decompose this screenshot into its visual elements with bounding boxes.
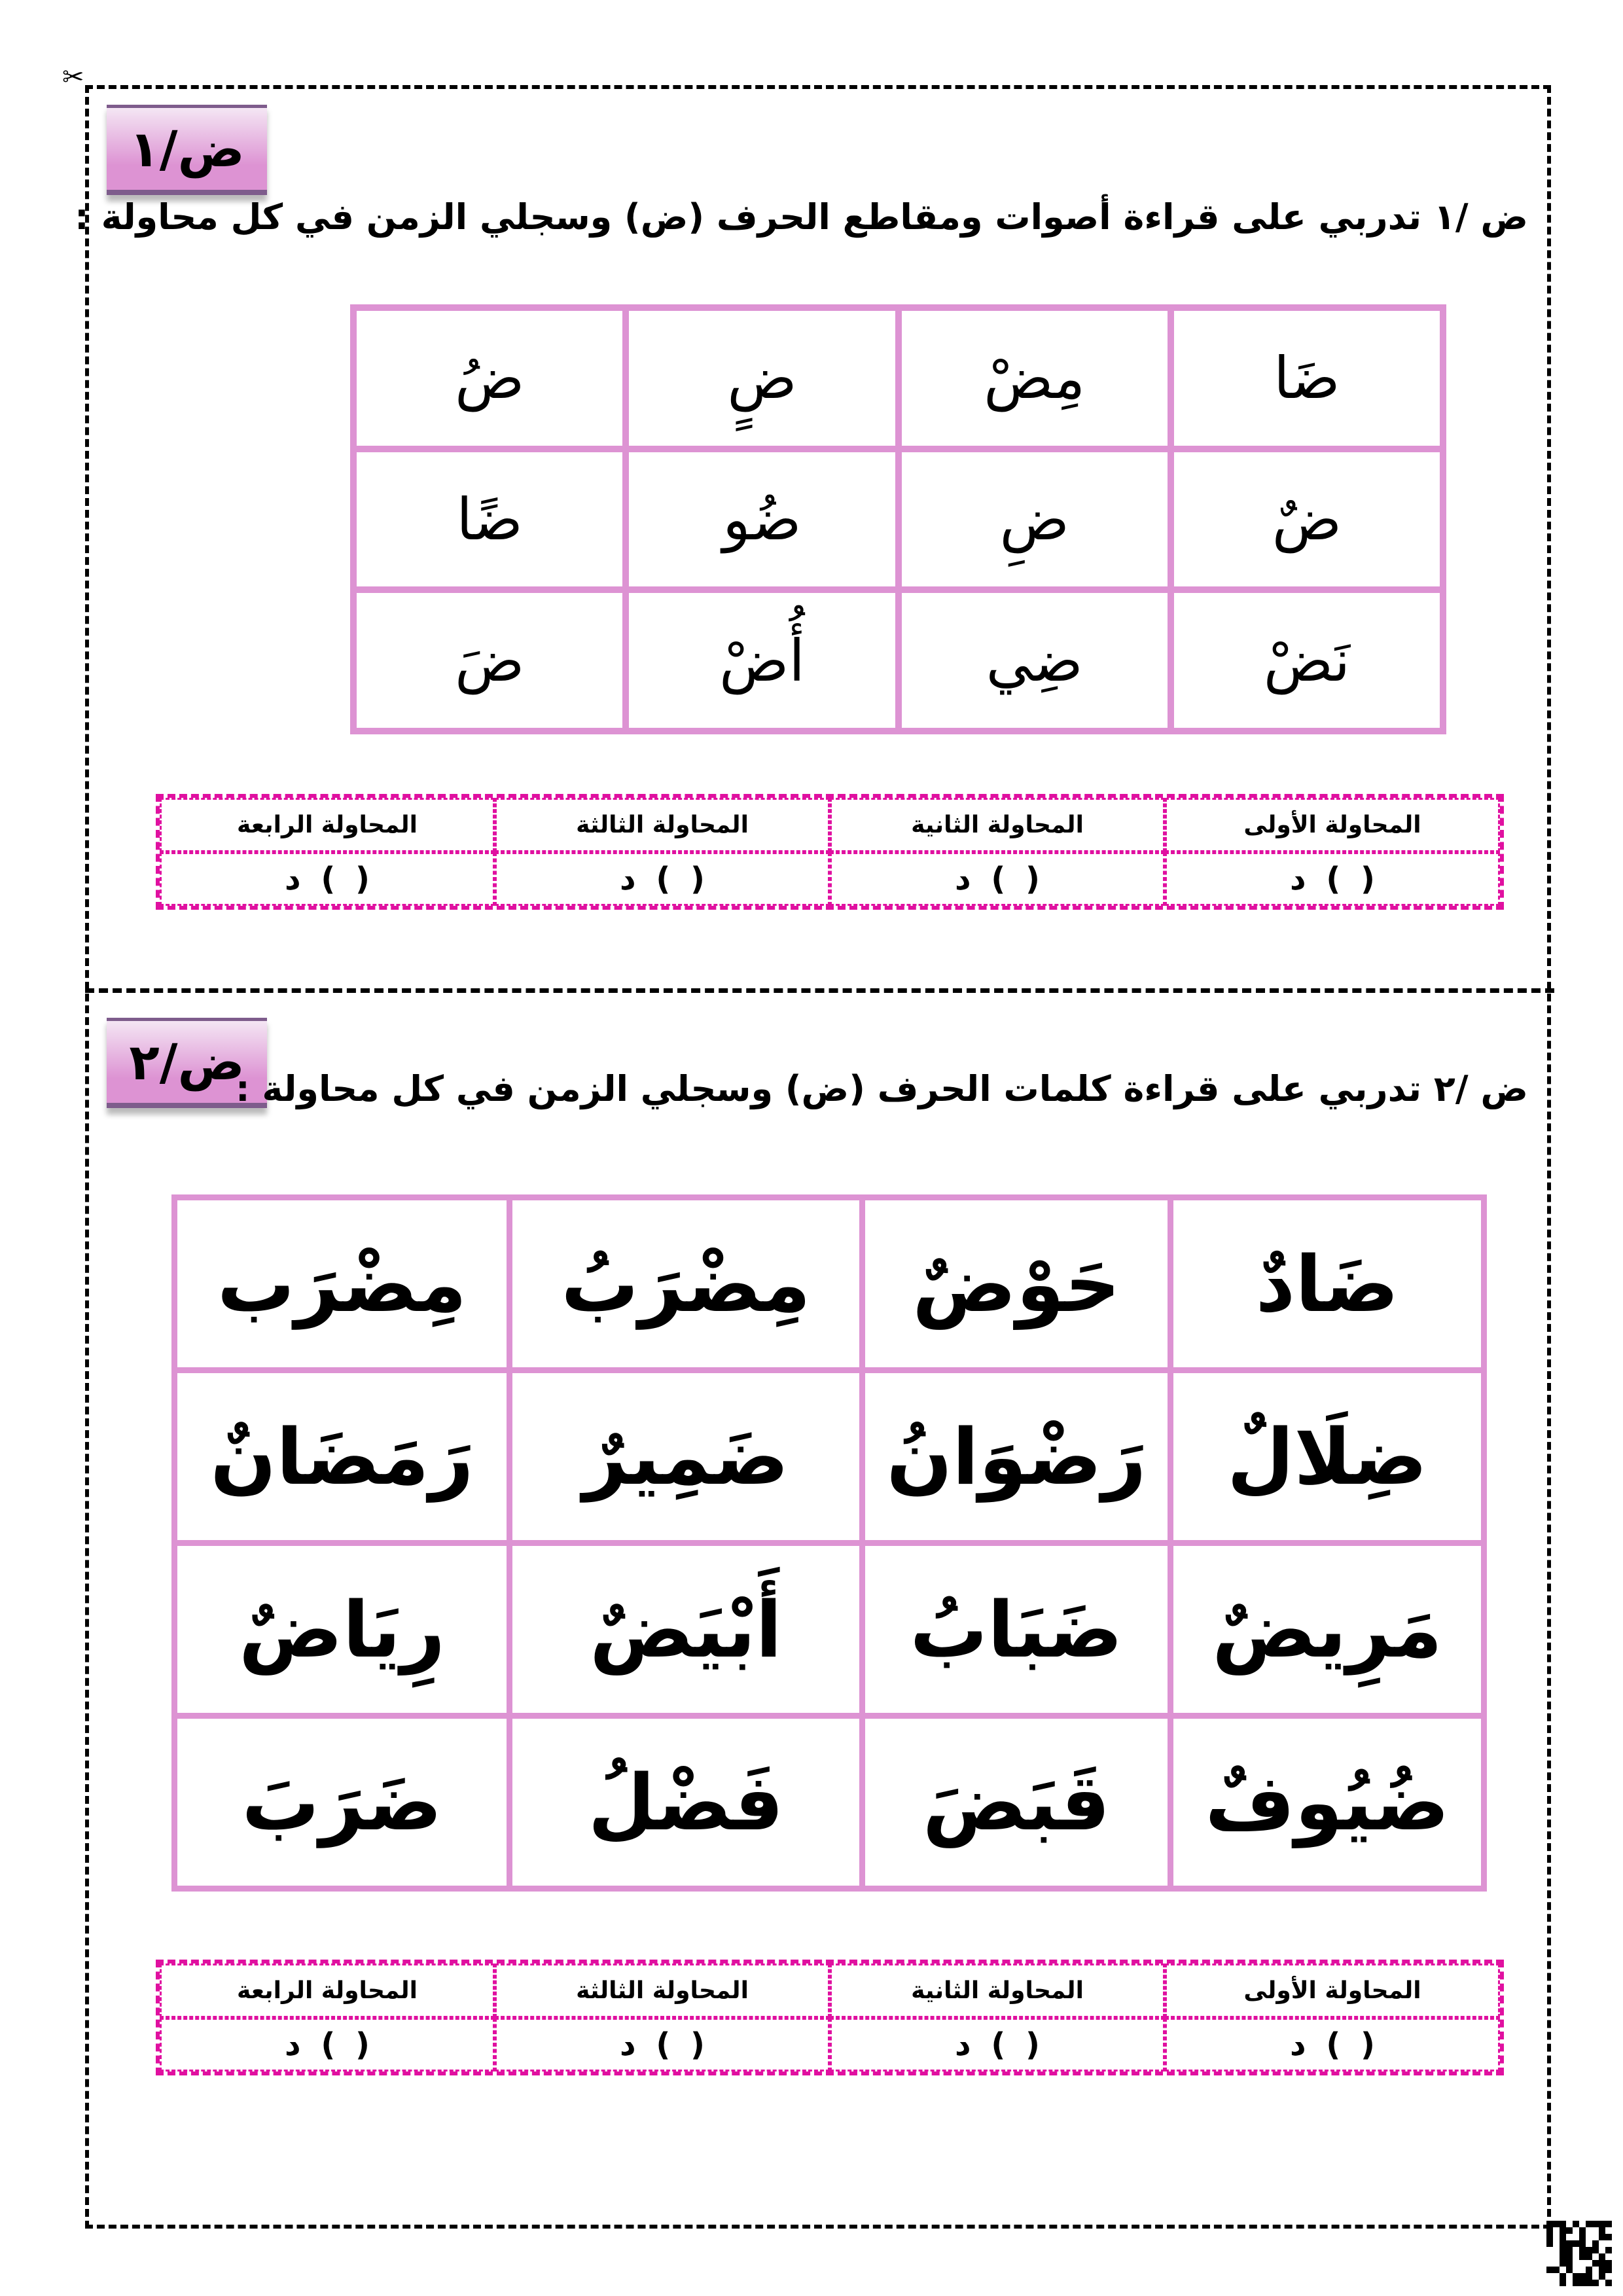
scissors-icon: ✂: [62, 62, 84, 92]
word-cell: ضَرَبَ: [177, 1719, 507, 1886]
attempt-header: المحاولة الثانية: [830, 798, 1165, 852]
section2-timing-table: المحاولة الأولى المحاولة الثانية المحاولة …: [156, 1960, 1504, 2075]
word-cell: ضَبَابُ: [865, 1546, 1168, 1713]
syllable-cell: نَضْ: [1173, 593, 1440, 728]
section2-badge: ض/٢: [107, 1018, 267, 1108]
attempt-time-field[interactable]: ( ) د: [495, 2017, 830, 2072]
word-cell: ضَادٌ: [1173, 1200, 1481, 1367]
syllable-cell: ضَ: [357, 593, 623, 728]
attempt-header: المحاولة الرابعة: [160, 798, 495, 852]
word-cell: ضِلَالٌ: [1173, 1373, 1481, 1540]
section1-syllables-table: ضَا مِضْ ضٍ ضُ ضٌ ضِ ضُو ضًا نَضْ ضِي أُضْ ضَ: [350, 304, 1446, 734]
word-cell: فَضْلُ: [512, 1719, 859, 1886]
word-cell: ضَمِيرٌ: [512, 1373, 859, 1540]
section-divider: [85, 988, 1554, 993]
word-cell: حَوْضٌ: [865, 1200, 1168, 1367]
syllable-cell: ضٌ: [1173, 452, 1440, 587]
word-cell: ضُيُوفٌ: [1173, 1719, 1481, 1886]
attempt-time-field[interactable]: ( ) د: [830, 2017, 1165, 2072]
syllable-cell: ضُ: [357, 311, 623, 446]
attempt-header: المحاولة الأولى: [1165, 798, 1500, 852]
section1-title: ض /١ تدربي على قراءة أصوات ومقاطع الحرف …: [75, 196, 1528, 238]
syllable-cell: ضٍ: [629, 311, 895, 446]
section1-badge: ض/١: [107, 105, 267, 195]
qr-code-icon: [1546, 2221, 1612, 2286]
syllable-cell: مِضْ: [901, 311, 1168, 446]
section1-timing-table: المحاولة الأولى المحاولة الثانية المحاولة …: [156, 794, 1504, 910]
word-cell: قَبَضَ: [865, 1719, 1168, 1886]
attempt-header: المحاولة الثالثة: [495, 798, 830, 852]
attempt-header: المحاولة الثالثة: [495, 1964, 830, 2018]
section2-words-table: ضَادٌ حَوْضٌ مِضْرَبُ مِضْرَب ضِلَالٌ رَضْوَا…: [171, 1194, 1487, 1892]
syllable-cell: ضَا: [1173, 311, 1440, 446]
syllable-cell: أُضْ: [629, 593, 895, 728]
word-cell: رَضْوَانُ: [865, 1373, 1168, 1540]
section2-title: ض /٢ تدربي على قراءة كلمات الحرف (ض) وسج…: [236, 1068, 1528, 1109]
word-cell: رِيَاضٌ: [177, 1546, 507, 1713]
word-cell: مِضْرَب: [177, 1200, 507, 1367]
attempt-time-field[interactable]: ( ) د: [1165, 852, 1500, 906]
word-cell: أَبْيَضٌ: [512, 1546, 859, 1713]
attempt-time-field[interactable]: ( ) د: [160, 852, 495, 906]
attempt-header: المحاولة الرابعة: [160, 1964, 495, 2018]
word-cell: مِضْرَبُ: [512, 1200, 859, 1367]
attempt-time-field[interactable]: ( ) د: [830, 852, 1165, 906]
attempt-header: المحاولة الأولى: [1165, 1964, 1500, 2018]
attempt-time-field[interactable]: ( ) د: [1165, 2017, 1500, 2072]
word-cell: رَمَضَانٌ: [177, 1373, 507, 1540]
syllable-cell: ضًا: [357, 452, 623, 587]
attempt-time-field[interactable]: ( ) د: [160, 2017, 495, 2072]
syllable-cell: ضِي: [901, 593, 1168, 728]
syllable-cell: ضُو: [629, 452, 895, 587]
syllable-cell: ضِ: [901, 452, 1168, 587]
worksheet-frame: [85, 85, 1551, 2229]
attempt-header: المحاولة الثانية: [830, 1964, 1165, 2018]
attempt-time-field[interactable]: ( ) د: [495, 852, 830, 906]
word-cell: مَرِيضٌ: [1173, 1546, 1481, 1713]
